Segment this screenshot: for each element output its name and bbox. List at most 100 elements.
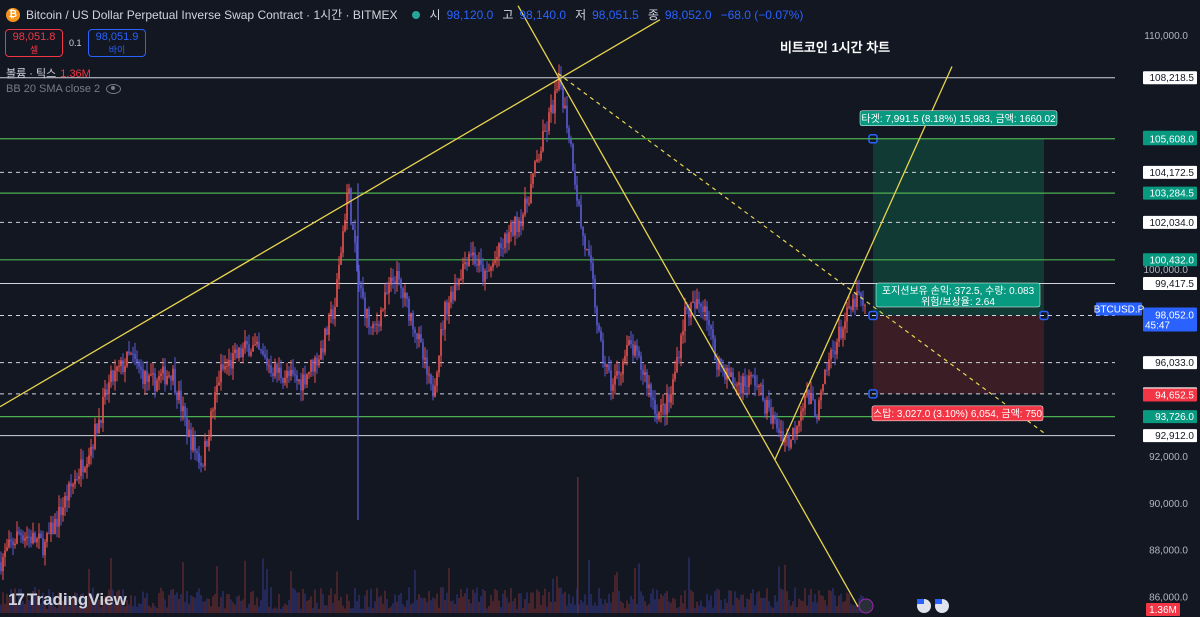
volume-bar	[676, 608, 678, 613]
eye-hidden-icon[interactable]	[106, 84, 122, 94]
candle-body	[630, 340, 632, 345]
sell-button[interactable]: 98,051.8 셀	[5, 29, 63, 57]
volume-bar	[294, 589, 296, 613]
candle-body	[112, 370, 114, 382]
candle-body	[284, 378, 286, 383]
level-tag-bg	[1143, 132, 1197, 146]
volume-bar	[736, 597, 738, 613]
horizontal-levels	[0, 77, 1115, 437]
candle-body	[210, 411, 212, 438]
volume-bar	[0, 604, 2, 613]
volume-bar	[700, 600, 702, 613]
volume-bar	[282, 606, 284, 613]
volume-bar	[200, 595, 202, 613]
candle-body	[694, 301, 696, 309]
candle-body	[348, 188, 350, 194]
volume-bar	[340, 596, 342, 613]
candle-body	[362, 288, 364, 298]
volume-bar	[34, 587, 36, 613]
trendline	[517, 5, 859, 607]
volume-bar	[122, 589, 124, 613]
candle-body	[44, 541, 46, 556]
candle-body	[738, 382, 740, 385]
volume-bar	[132, 606, 134, 613]
candle-body	[196, 451, 198, 454]
volume-bar	[856, 604, 858, 613]
volume-bar	[536, 589, 538, 613]
volume-bar	[264, 589, 266, 613]
candle-body	[364, 297, 366, 319]
volume-bar	[94, 604, 96, 613]
candle-body	[468, 253, 470, 266]
volume-bar	[248, 603, 250, 613]
volume-bar	[424, 597, 426, 613]
volume-bar	[590, 594, 592, 613]
candle-body	[8, 539, 10, 548]
tradingview-mark-icon: 17	[8, 590, 25, 609]
high-label: 고	[502, 8, 514, 22]
volume-bar	[148, 605, 150, 613]
candle-body	[824, 369, 826, 385]
candle-body	[276, 363, 278, 373]
volume-bar	[678, 606, 680, 613]
candle-body	[458, 279, 460, 286]
buy-button[interactable]: 98,051.9 바이	[88, 29, 146, 57]
candle-body	[830, 350, 832, 360]
candle-body	[576, 184, 578, 201]
volume-indicator-legend[interactable]: 볼륨 · 틱스 1.36M	[6, 65, 91, 81]
volume-bar	[844, 601, 846, 613]
candle-body	[272, 372, 274, 377]
candle-body	[746, 386, 748, 388]
volume-bar	[30, 601, 32, 613]
volume-bar	[98, 599, 100, 613]
volume-bar	[734, 591, 736, 613]
candle-body	[404, 292, 406, 298]
volume-bar	[484, 590, 486, 613]
tradingview-logo[interactable]: 17 TradingView	[8, 590, 127, 610]
candle-body	[324, 328, 326, 353]
volume-bar	[694, 607, 696, 613]
candle-body	[610, 370, 612, 391]
candle-body	[760, 384, 762, 386]
candle-body	[164, 366, 166, 385]
candle-body	[754, 375, 756, 386]
volume-bar	[446, 592, 448, 613]
candle-body	[384, 292, 386, 310]
candle-body	[768, 400, 770, 408]
bollinger-indicator-legend[interactable]: BB 20 SMA close 2	[6, 83, 122, 95]
volume-bar	[826, 605, 828, 613]
symbol-title[interactable]: Bitcoin / US Dollar Perpetual Inverse Sw…	[26, 8, 398, 22]
volume-bar	[230, 599, 232, 613]
target-annotation-text: 타겟: 7,991.5 (8.18%) 15,983, 금액: 1660.02	[861, 113, 1056, 125]
candle-body	[780, 431, 782, 434]
candle-body	[368, 308, 370, 328]
candle-body	[50, 522, 52, 534]
candle-body	[432, 384, 434, 397]
close-value: 98,052.0	[664, 7, 712, 22]
candle-body	[344, 219, 346, 232]
candle-body	[60, 506, 62, 516]
volume-bar	[274, 607, 276, 613]
volume-bar	[672, 597, 674, 613]
candle-body	[474, 252, 476, 265]
candle-body	[802, 408, 804, 412]
candle-body	[608, 364, 610, 371]
current-price-tag-bg	[1143, 307, 1197, 332]
candle-body	[846, 307, 848, 322]
volume-bar	[762, 598, 764, 613]
volume-bar	[578, 604, 580, 613]
candle-body	[806, 389, 808, 396]
volume-bar	[528, 603, 530, 613]
bollinger-indicator-label: BB 20 SMA close 2	[6, 83, 101, 95]
candle-body	[864, 305, 866, 307]
volume-bar	[146, 593, 148, 613]
volume-bar	[18, 589, 20, 613]
candle-body	[208, 437, 210, 447]
candle-body	[632, 344, 634, 356]
axis-tick-label: 86,000.0	[1149, 592, 1188, 603]
volume-bar	[298, 592, 300, 613]
target-annotation-box	[859, 110, 1058, 127]
candle-body	[140, 366, 142, 370]
candle-body	[182, 406, 184, 412]
